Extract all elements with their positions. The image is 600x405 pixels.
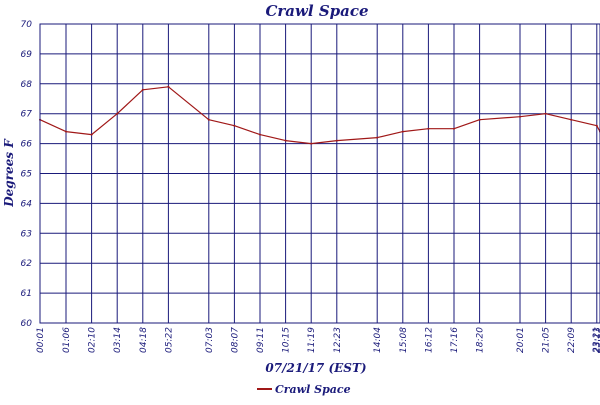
data-point [335, 139, 338, 142]
y-tick-label: 62 [21, 259, 33, 269]
data-point [401, 130, 404, 133]
y-tick-label: 61 [21, 289, 32, 299]
x-tick-label: 08:07 [230, 327, 240, 353]
data-point [141, 88, 144, 91]
x-tick-label: 22:09 [567, 327, 577, 353]
data-point [570, 118, 573, 121]
x-tick-label: 17:16 [450, 327, 460, 353]
plot-border [39, 23, 600, 324]
data-point [65, 130, 67, 133]
x-tick-label: 07:03 [205, 327, 215, 353]
chart-title: Crawl Space [265, 2, 368, 20]
x-tick-label: 02:10 [88, 327, 98, 353]
data-point [116, 112, 119, 115]
x-tick-label: 23:21 [592, 327, 600, 353]
data-point [90, 133, 93, 136]
y-tick-label: 70 [21, 20, 33, 30]
data-point [233, 124, 236, 127]
data-point [595, 124, 598, 127]
x-tick-label: 11:19 [307, 327, 317, 353]
data-point [207, 118, 210, 121]
x-tick-label: 04:18 [139, 327, 149, 353]
data-point [259, 133, 261, 136]
x-tick-label: 10:15 [282, 327, 292, 353]
x-tick-labels: 00:01 01:06 02:10 03:14 04:18 05:22 07:03 08:07… [36, 327, 600, 353]
x-axis-label: 07/21/17 (EST) [265, 361, 366, 375]
x-tick-label: 16:12 [424, 327, 434, 353]
x-tick-label: 05:22 [164, 327, 174, 353]
y-axis-label: Degrees F [2, 138, 16, 208]
x-tick-label: 03:14 [113, 327, 123, 353]
data-point [478, 118, 481, 121]
x-tick-label: 21:05 [542, 327, 552, 353]
data-point [167, 85, 170, 88]
y-tick-label: 67 [21, 110, 33, 120]
x-tick-label: 15:08 [399, 327, 409, 353]
data-point [544, 112, 547, 115]
x-tick-label: 01:06 [62, 327, 72, 353]
data-point [376, 136, 379, 139]
x-tick-label: 14:04 [373, 327, 383, 353]
series-layer [39, 85, 600, 145]
legend-label: Crawl Space [275, 383, 351, 396]
y-tick-label: 64 [21, 199, 33, 209]
y-tick-label: 60 [21, 319, 33, 329]
x-tick-label: 12:23 [333, 327, 343, 353]
x-tick-label: 00:01 [36, 327, 46, 353]
data-point [519, 115, 521, 118]
data-point [427, 127, 430, 130]
data-point [284, 139, 287, 142]
data-point [310, 142, 313, 145]
y-tick-label: 63 [21, 229, 33, 239]
y-tick-label: 69 [21, 50, 33, 60]
data-point [453, 127, 455, 130]
x-tick-label: 23:13 [593, 327, 600, 353]
y-tick-labels: 60 61 62 63 64 65 66 67 68 69 70 [21, 20, 33, 329]
series-line [39, 86, 600, 145]
y-tick-label: 68 [21, 80, 33, 90]
x-tick-label: 18:20 [476, 327, 486, 353]
x-tick-label: 20:01 [516, 327, 526, 353]
y-tick-label: 65 [21, 170, 33, 180]
y-tick-label: 66 [21, 140, 33, 150]
x-tick-label: 09:11 [256, 327, 266, 353]
